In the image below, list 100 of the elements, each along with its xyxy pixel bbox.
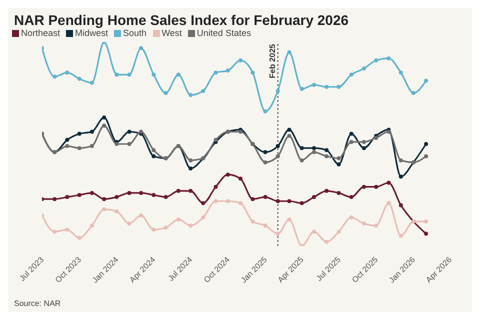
point: [374, 224, 378, 228]
point: [276, 199, 280, 204]
point: [176, 217, 180, 222]
point: [77, 76, 82, 81]
point: [201, 215, 206, 220]
point: [114, 142, 119, 146]
point: [52, 230, 57, 234]
point: [324, 154, 329, 158]
point: [114, 195, 119, 200]
point: [287, 128, 292, 132]
point: [238, 176, 243, 181]
point: [287, 199, 292, 204]
point: [276, 232, 280, 236]
point: [90, 224, 94, 228]
point: [152, 193, 156, 197]
point: [201, 201, 206, 206]
point: [398, 70, 403, 75]
point: [65, 195, 70, 200]
point: [65, 228, 70, 232]
point: [127, 142, 132, 146]
point: [263, 109, 268, 114]
point: [152, 154, 156, 158]
point: [226, 172, 230, 177]
point: [139, 190, 144, 195]
point: [276, 88, 280, 93]
point: [152, 228, 156, 232]
point: [386, 201, 391, 206]
point: [287, 50, 292, 54]
point: [52, 74, 57, 79]
point: [424, 220, 428, 224]
point: [324, 84, 329, 89]
point: [424, 154, 428, 158]
point: [77, 146, 82, 150]
point: [65, 138, 70, 142]
point: [114, 72, 119, 77]
point: [287, 134, 292, 138]
point: [287, 217, 292, 222]
point: [201, 88, 206, 93]
point: [102, 207, 106, 212]
point: [336, 190, 341, 195]
point: [300, 201, 304, 206]
point: [324, 148, 329, 152]
point: [152, 72, 156, 77]
point: [188, 224, 193, 228]
point: [214, 199, 218, 204]
point: [226, 199, 230, 204]
ref-line-label: Feb 2025: [268, 43, 277, 78]
point: [127, 222, 132, 226]
point: [276, 144, 280, 148]
point: [300, 146, 304, 150]
point: [152, 148, 156, 152]
point: [411, 91, 416, 95]
point: [398, 158, 403, 162]
point: [312, 230, 316, 234]
point: [226, 68, 230, 73]
point: [250, 70, 255, 75]
legend-label: Northeast: [20, 28, 60, 38]
point: [102, 197, 106, 202]
chart-title: NAR Pending Home Sales Index for February 2026: [13, 11, 350, 28]
point: [250, 220, 255, 224]
point: [77, 132, 82, 136]
point: [214, 70, 218, 75]
point: [238, 201, 243, 206]
point: [188, 158, 193, 162]
legend-label: South: [122, 28, 147, 38]
point: [263, 224, 268, 228]
point: [139, 46, 144, 50]
point: [398, 174, 403, 179]
point: [90, 190, 94, 195]
point: [90, 144, 94, 148]
point: [398, 234, 403, 238]
point: [65, 70, 70, 75]
point: [324, 188, 329, 193]
point: [90, 130, 94, 134]
point: [127, 190, 132, 195]
point: [164, 91, 168, 95]
point: [312, 195, 316, 200]
point: [164, 195, 168, 200]
point: [90, 80, 94, 85]
point: [424, 142, 428, 146]
point: [164, 226, 168, 230]
point: [374, 58, 378, 62]
point: [300, 86, 304, 91]
point: [139, 213, 144, 218]
point: [77, 236, 82, 240]
point: [386, 180, 391, 185]
point: [312, 146, 316, 150]
point: [188, 93, 193, 98]
point: [349, 215, 354, 220]
point: [362, 140, 366, 144]
point: [349, 140, 354, 144]
point: [362, 146, 366, 150]
point: [312, 82, 316, 87]
point: [250, 197, 255, 202]
point: [214, 184, 218, 189]
point: [312, 150, 316, 154]
point: [349, 132, 354, 136]
point: [424, 232, 428, 236]
point: [188, 166, 193, 170]
point: [176, 72, 180, 77]
